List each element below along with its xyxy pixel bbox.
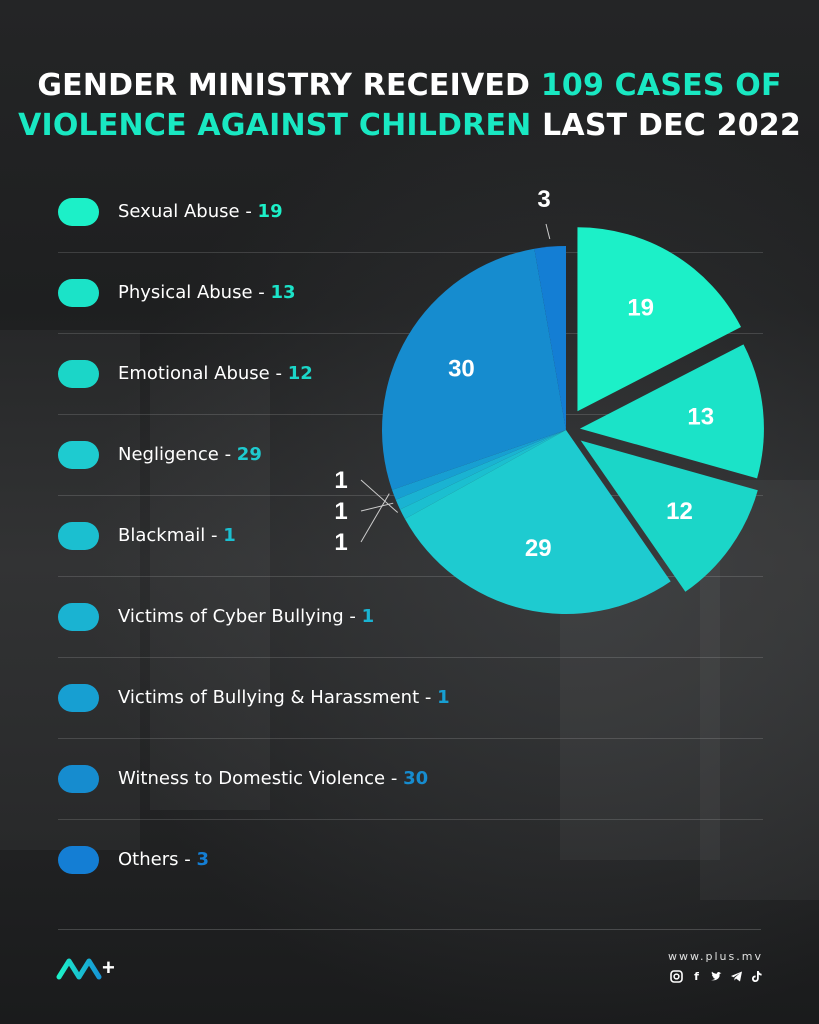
- legend-text: Others - 3: [118, 849, 209, 870]
- legend-value: 12: [287, 363, 313, 384]
- legend-item: Victims of Bullying & Harassment - 1: [58, 658, 763, 739]
- legend-text: Negligence - 29: [118, 444, 262, 465]
- legend-label: Victims of Cyber Bullying -: [118, 606, 362, 627]
- svg-text:+: +: [102, 955, 115, 980]
- data-label: 30: [448, 355, 475, 382]
- legend-value: 29: [236, 444, 262, 465]
- legend-swatch: [58, 765, 99, 793]
- data-label: 13: [687, 403, 714, 430]
- legend-label: Blackmail -: [118, 525, 224, 546]
- legend-value: 1: [437, 687, 450, 708]
- leader-line: [545, 223, 551, 240]
- plus-logo: +: [56, 955, 126, 985]
- pie-slice: [577, 227, 742, 412]
- footer-divider: [58, 929, 761, 930]
- pie-slice: [392, 430, 566, 500]
- legend-text: Victims of Bullying & Harassment - 1: [118, 687, 450, 708]
- title-highlight: 109 CASES OF: [540, 68, 782, 103]
- pie-slice: [400, 430, 566, 519]
- legend-label: Emotional Abuse -: [118, 363, 288, 384]
- legend-swatch: [58, 846, 99, 874]
- page-title: GENDER MINISTRY RECEIVED 109 CASES OF VI…: [0, 66, 819, 146]
- legend: Sexual Abuse - 19 Physical Abuse - 13 Emot…: [58, 172, 763, 901]
- legend-swatch: [58, 684, 99, 712]
- data-label: 1: [334, 467, 347, 494]
- legend-value: 30: [403, 768, 429, 789]
- pie-slice: [580, 440, 758, 592]
- legend-swatch: [58, 279, 99, 307]
- data-label: 1: [334, 529, 347, 556]
- pie-slice: [579, 344, 764, 479]
- legend-swatch: [58, 441, 99, 469]
- legend-text: Sexual Abuse - 19: [118, 201, 283, 222]
- legend-item: Sexual Abuse - 19: [58, 172, 763, 253]
- legend-swatch: [58, 198, 99, 226]
- pie-slice: [404, 430, 671, 614]
- legend-value: 1: [361, 606, 375, 627]
- legend-text: Witness to Domestic Violence - 30: [118, 768, 428, 789]
- legend-item: Witness to Domestic Violence - 30: [58, 739, 763, 820]
- data-label: 29: [525, 535, 552, 562]
- legend-swatch: [58, 522, 99, 550]
- website-text: www.plus.mv: [668, 950, 763, 963]
- data-label: 19: [627, 295, 654, 322]
- data-label: 1: [334, 498, 347, 525]
- data-label: 3: [537, 186, 550, 213]
- legend-value: 19: [257, 201, 283, 222]
- legend-label: Witness to Domestic Violence -: [118, 768, 404, 789]
- legend-label: Negligence -: [118, 444, 237, 465]
- legend-swatch: [58, 360, 99, 388]
- legend-label: Sexual Abuse -: [118, 201, 258, 222]
- title-text: LAST DEC 2022: [531, 108, 801, 143]
- facebook-icon[interactable]: f: [694, 970, 699, 983]
- legend-text: Victims of Cyber Bullying - 1: [118, 606, 374, 627]
- legend-item: Victims of Cyber Bullying - 1: [58, 577, 763, 658]
- legend-text: Blackmail - 1: [118, 525, 236, 546]
- title-highlight: VIOLENCE AGAINST CHILDREN: [18, 108, 532, 143]
- legend-value: 3: [196, 849, 209, 870]
- legend-value: 13: [270, 282, 296, 303]
- title-text: GENDER MINISTRY RECEIVED: [37, 68, 541, 103]
- instagram-icon[interactable]: [670, 970, 683, 983]
- legend-text: Emotional Abuse - 12: [118, 363, 313, 384]
- leader-line: [360, 502, 394, 512]
- legend-item: Blackmail - 1: [58, 496, 763, 577]
- telegram-icon[interactable]: [730, 970, 743, 983]
- leader-line: [360, 493, 390, 543]
- legend-value: 1: [223, 525, 236, 546]
- social-icons: f: [670, 970, 763, 983]
- legend-label: Others -: [118, 849, 197, 870]
- pie-slice: [381, 248, 566, 490]
- leader-line: [360, 479, 399, 513]
- pie-slice: [395, 430, 566, 510]
- legend-text: Physical Abuse - 13: [118, 282, 296, 303]
- data-label: 12: [666, 498, 693, 525]
- legend-label: Victims of Bullying & Harassment -: [118, 687, 438, 708]
- legend-swatch: [58, 603, 99, 631]
- tiktok-icon[interactable]: [750, 970, 763, 983]
- pie-slice: [534, 246, 566, 430]
- legend-item: Others - 3: [58, 820, 763, 901]
- twitter-icon[interactable]: [710, 970, 723, 983]
- legend-label: Physical Abuse -: [118, 282, 271, 303]
